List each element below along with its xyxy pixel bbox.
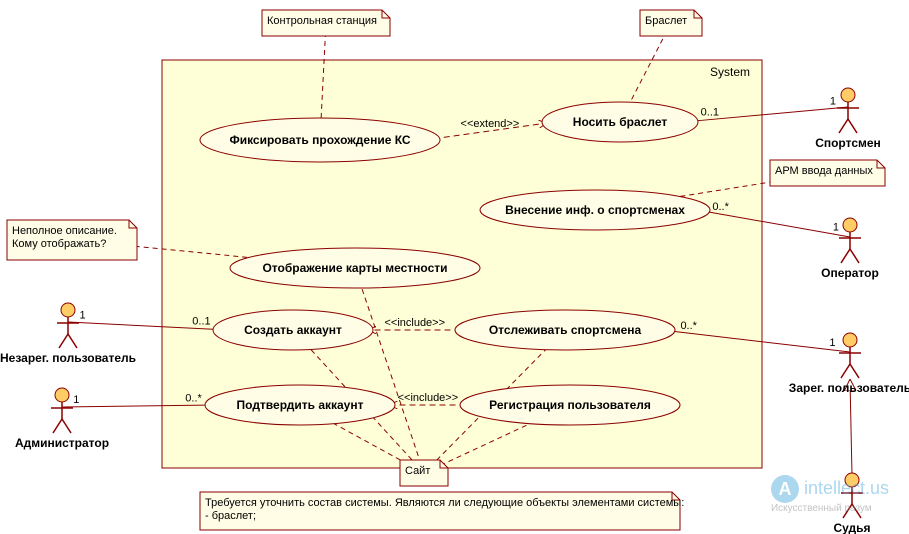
note-text: Кому отображать?: [12, 238, 106, 250]
usecase-label: Внесение инф. о спортсменах: [505, 203, 685, 217]
dependency-label: <<include>>: [398, 392, 459, 404]
usecase-label: Отслеживать спортсмена: [489, 323, 642, 337]
dependency-label: <<include>>: [384, 317, 445, 329]
note-text: Сайт: [405, 465, 430, 477]
multiplicity: 0..*: [680, 320, 697, 332]
actor-judge: [841, 473, 863, 518]
multiplicity: 1: [829, 337, 835, 349]
note-text: Контрольная станция: [267, 15, 377, 27]
multiplicity: 0..*: [185, 392, 202, 404]
actor-label: Незарег. пользователь: [0, 351, 136, 365]
actor-label: Администратор: [15, 436, 109, 450]
usecase-label: Носить браслет: [573, 115, 668, 129]
note-text: АРМ ввода данных: [775, 165, 873, 177]
usecase-label: Фиксировать прохождение КС: [229, 133, 410, 147]
actor-admin: [51, 388, 73, 433]
multiplicity: 0..1: [192, 316, 210, 328]
actor-label: Зарег. пользователь: [789, 381, 909, 395]
multiplicity: 1: [73, 394, 79, 406]
note-text: Требуется уточнить состав системы. Являю…: [205, 497, 684, 509]
actor-label: Судья: [833, 521, 870, 534]
note-text: Браслет: [645, 15, 687, 27]
usecase-label: Подтвердить аккаунт: [237, 398, 364, 412]
usecase-label: Регистрация пользователя: [489, 398, 651, 412]
actor-unreg: [57, 303, 79, 348]
multiplicity: 0..*: [712, 201, 729, 213]
multiplicity: 1: [830, 95, 836, 107]
actor-sportsman: [837, 88, 859, 133]
usecase-label: Создать аккаунт: [244, 323, 342, 337]
actor-reguser: [839, 333, 861, 378]
actor-label: Спортсмен: [815, 136, 881, 150]
dependency-label: <<extend>>: [461, 118, 520, 130]
multiplicity: 1: [79, 310, 85, 322]
system-label: System: [710, 65, 750, 79]
multiplicity: 1: [833, 222, 839, 234]
note-text: Неполное описание.: [12, 225, 117, 237]
actor-operator: [839, 218, 861, 263]
multiplicity: 0..1: [701, 107, 719, 119]
use-case-diagram: System <<extend>> <<include>> <<include>> 1 0…: [0, 0, 909, 534]
actor-label: Оператор: [821, 266, 879, 280]
usecase-label: Отображение карты местности: [262, 261, 447, 275]
note-text: - браслет;: [205, 510, 256, 522]
